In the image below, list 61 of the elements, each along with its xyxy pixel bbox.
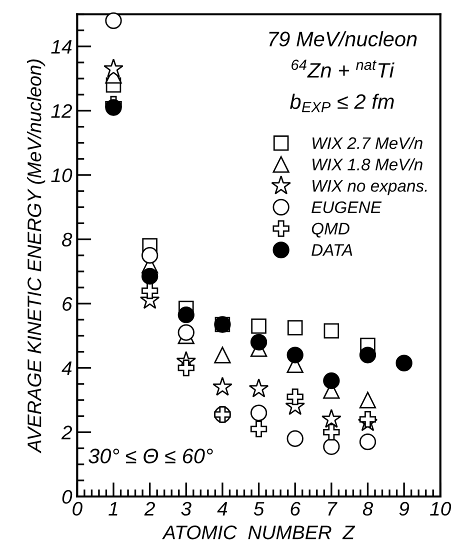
annotation: $^{64}$Zn + $^{nat}$Ti	[292, 60, 394, 78]
point	[286, 388, 304, 406]
x-axis-title: ATOMIC NUMBER Z	[162, 526, 356, 540]
point	[359, 410, 376, 428]
legend-label: WIX no expans.	[312, 180, 427, 196]
point	[286, 346, 304, 364]
x-tick-label: 1	[108, 502, 118, 516]
legend-label: WIX 1.8 MeV/n	[312, 158, 422, 170]
point	[141, 282, 158, 300]
point	[287, 320, 303, 336]
point	[286, 430, 304, 447]
y-axis-title: AVERAGE KINETIC ENERGY (MeV/nucleon)	[27, 59, 46, 454]
x-tick-label: 2	[144, 502, 155, 516]
point	[396, 354, 412, 372]
y-tick-label: 10	[51, 168, 72, 182]
point	[250, 334, 268, 351]
point	[251, 318, 266, 334]
annotation: 79 MeV/nucleon	[269, 31, 417, 46]
point	[324, 323, 340, 339]
point	[321, 408, 342, 428]
x-tick-label: 10	[430, 502, 452, 516]
legend-label: DATA	[312, 244, 352, 256]
point	[323, 372, 340, 390]
point	[359, 434, 376, 450]
x-tick-label: 8	[362, 502, 374, 516]
point	[214, 346, 231, 364]
y-tick-label: 6	[62, 297, 72, 311]
x-tick-label: 3	[181, 502, 192, 516]
y-tick-label: 8	[62, 232, 72, 247]
point	[359, 346, 376, 364]
legend-label: EUGENE	[312, 201, 382, 214]
x-tick-label: 7	[328, 502, 338, 516]
point	[250, 420, 268, 438]
annotation: 30° ≤ Θ ≤ 60°	[88, 448, 213, 464]
point	[178, 324, 194, 341]
y-tick-label: 14	[51, 40, 72, 54]
x-tick-label: 0	[72, 502, 82, 516]
y-tick-label: 2	[61, 426, 72, 440]
point	[141, 247, 158, 264]
point	[105, 12, 122, 30]
legend-label: WIX 2.7 MeV/n	[312, 136, 422, 150]
y-tick-label: 0	[62, 490, 72, 504]
y-tick-label: 12	[51, 104, 72, 118]
annotation: b$_{EXP}$ ≤ 2 fm	[290, 94, 394, 112]
point	[248, 378, 269, 398]
point	[141, 268, 158, 285]
x-tick-label: 5	[254, 502, 264, 516]
legend-label: QMD	[312, 222, 350, 238]
y-tick-label: 4	[62, 362, 72, 375]
x-tick-label: 9	[399, 502, 410, 516]
point	[250, 404, 268, 422]
point	[359, 392, 376, 408]
point	[105, 99, 122, 116]
point	[323, 438, 340, 455]
point	[323, 424, 340, 441]
point	[178, 306, 194, 324]
point	[178, 360, 194, 376]
point	[212, 376, 232, 396]
x-tick-label: 4	[217, 502, 228, 516]
point	[104, 58, 124, 78]
x-tick-label: 6	[290, 502, 301, 516]
